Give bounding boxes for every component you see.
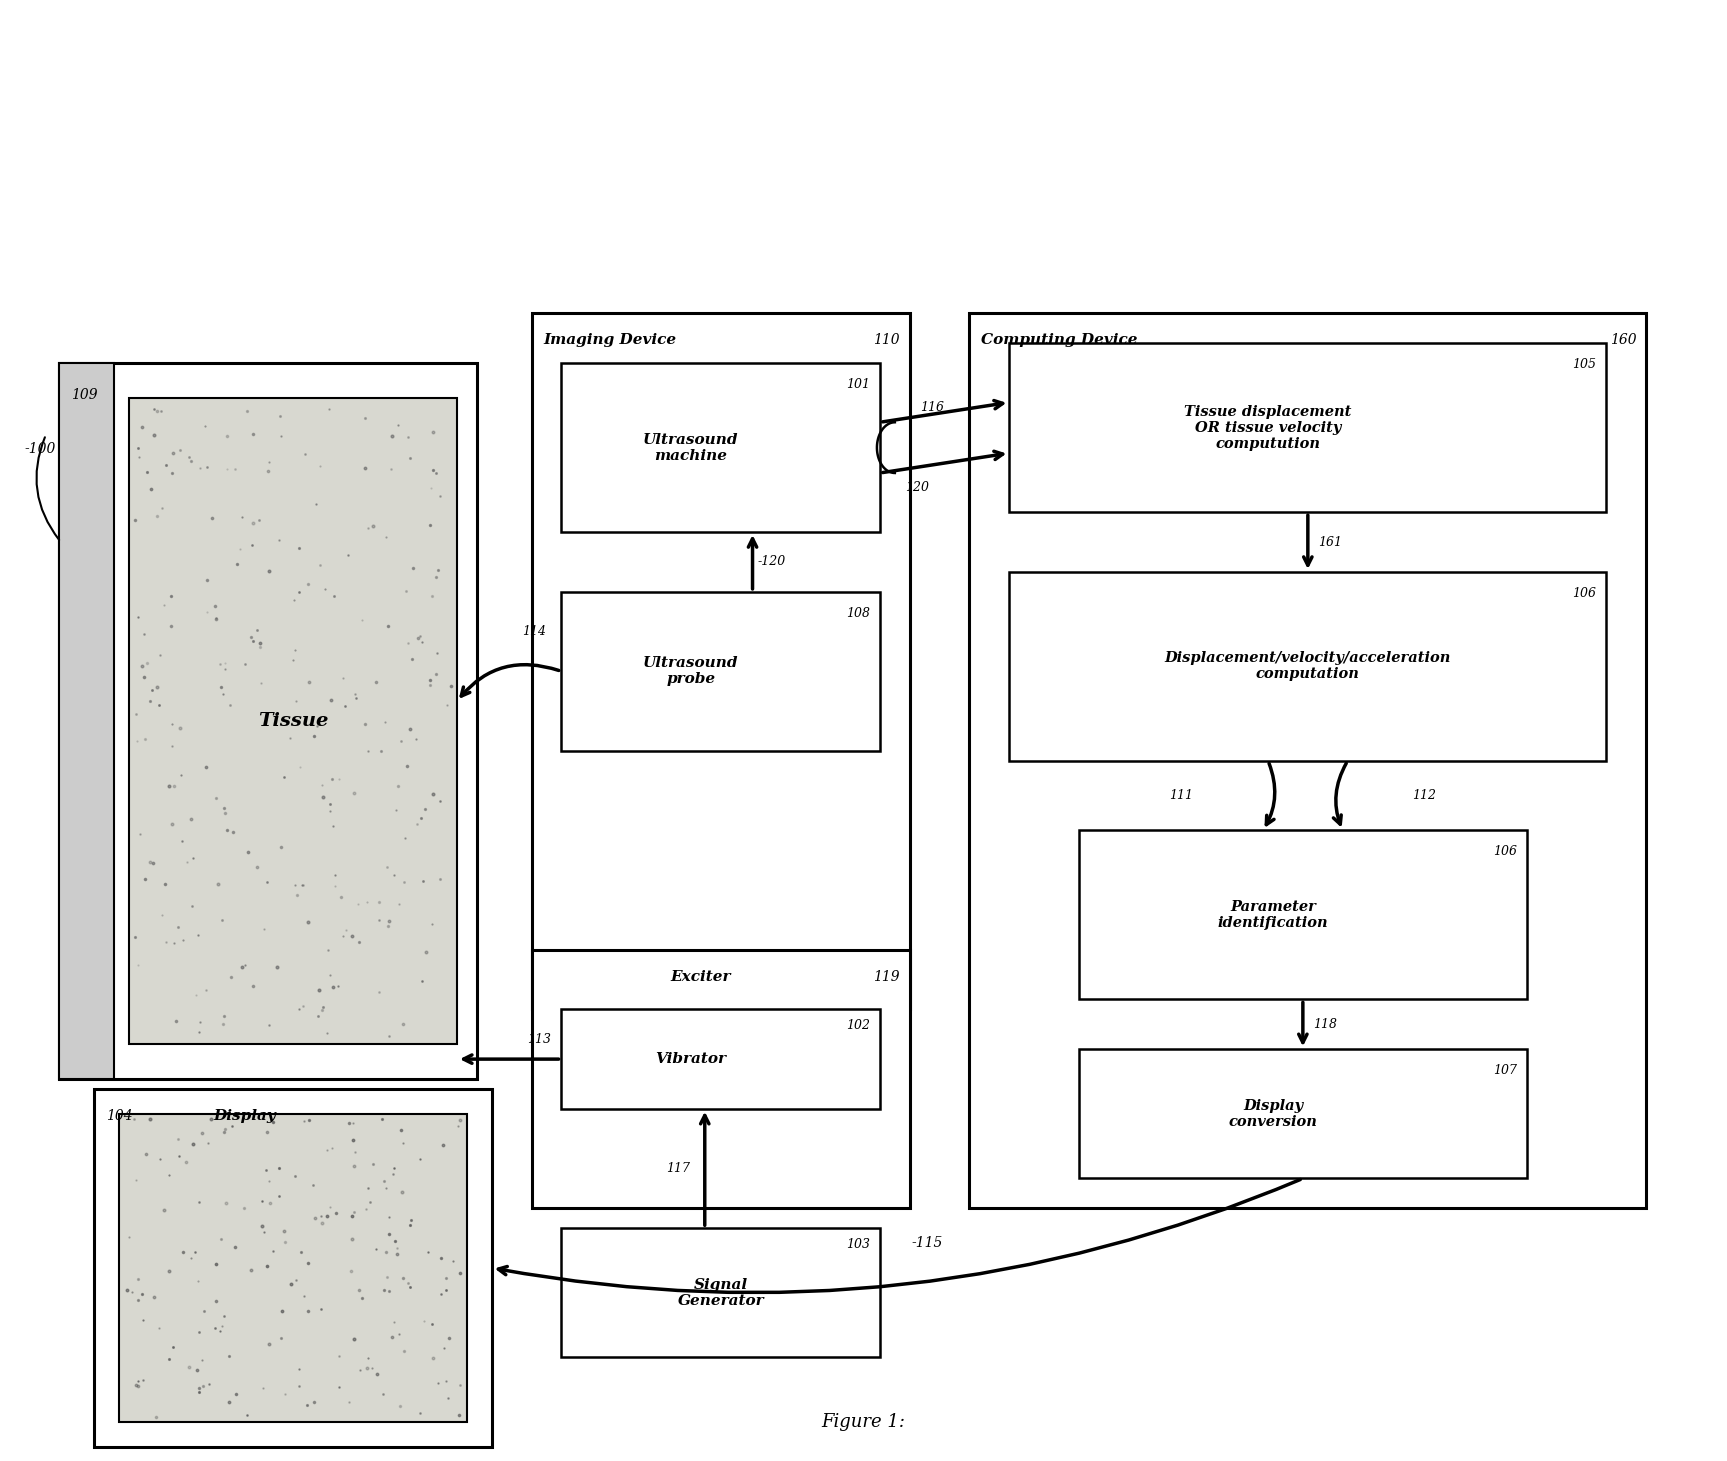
FancyBboxPatch shape	[969, 314, 1646, 1208]
Text: Ultrasound
probe: Ultrasound probe	[642, 656, 739, 687]
Text: 114: 114	[523, 625, 546, 638]
Text: 102: 102	[846, 1020, 870, 1033]
Text: 161: 161	[1318, 536, 1342, 548]
Text: 160: 160	[1610, 333, 1635, 348]
Text: 109: 109	[71, 389, 97, 402]
FancyBboxPatch shape	[1009, 343, 1606, 513]
FancyBboxPatch shape	[128, 397, 458, 1045]
Text: -100: -100	[24, 443, 55, 456]
FancyBboxPatch shape	[561, 1229, 881, 1357]
Text: 117: 117	[667, 1161, 689, 1175]
Text: 111: 111	[1169, 789, 1193, 802]
Text: Display
conversion: Display conversion	[1228, 1099, 1318, 1129]
Text: Exciter: Exciter	[670, 970, 731, 983]
Text: 113: 113	[527, 1033, 551, 1046]
FancyBboxPatch shape	[119, 1113, 466, 1422]
Text: 106: 106	[1573, 587, 1596, 600]
Text: 108: 108	[846, 606, 870, 619]
Text: Parameter
identification: Parameter identification	[1218, 900, 1328, 931]
Text: Tissue displacement
OR tissue velocity
computution: Tissue displacement OR tissue velocity c…	[1185, 405, 1352, 451]
Text: 107: 107	[1492, 1064, 1516, 1077]
FancyBboxPatch shape	[93, 1088, 492, 1446]
Text: 120: 120	[905, 481, 929, 494]
FancyBboxPatch shape	[1079, 1049, 1527, 1179]
Text: 105: 105	[1573, 358, 1596, 371]
FancyBboxPatch shape	[561, 1010, 881, 1109]
Text: 101: 101	[846, 378, 870, 392]
Text: Signal
Generator: Signal Generator	[677, 1278, 763, 1308]
FancyBboxPatch shape	[59, 364, 114, 1080]
Text: 103: 103	[846, 1237, 870, 1251]
Text: Displacement/velocity/acceleration
computation: Displacement/velocity/acceleration compu…	[1164, 652, 1451, 681]
FancyBboxPatch shape	[532, 314, 910, 1010]
FancyBboxPatch shape	[561, 364, 881, 532]
FancyBboxPatch shape	[1079, 830, 1527, 999]
FancyBboxPatch shape	[1009, 571, 1606, 761]
Text: Computing Device: Computing Device	[981, 333, 1138, 348]
FancyBboxPatch shape	[561, 592, 881, 751]
Text: -120: -120	[758, 555, 786, 568]
Text: Ultrasound
machine: Ultrasound machine	[642, 432, 739, 463]
Text: Tissue: Tissue	[257, 712, 328, 730]
Text: Vibrator: Vibrator	[655, 1052, 727, 1067]
Text: 104: 104	[105, 1109, 133, 1124]
Text: Imaging Device: Imaging Device	[544, 333, 677, 348]
Text: -115: -115	[912, 1236, 943, 1251]
FancyBboxPatch shape	[59, 364, 477, 1080]
Text: 116: 116	[920, 400, 943, 413]
Text: 119: 119	[874, 970, 900, 983]
Text: Display: Display	[212, 1109, 276, 1124]
Text: 106: 106	[1492, 846, 1516, 859]
Text: 110: 110	[874, 333, 900, 348]
Text: 118: 118	[1313, 1018, 1337, 1031]
Text: 112: 112	[1413, 789, 1437, 802]
Text: Figure 1:: Figure 1:	[822, 1413, 905, 1430]
FancyBboxPatch shape	[532, 950, 910, 1208]
